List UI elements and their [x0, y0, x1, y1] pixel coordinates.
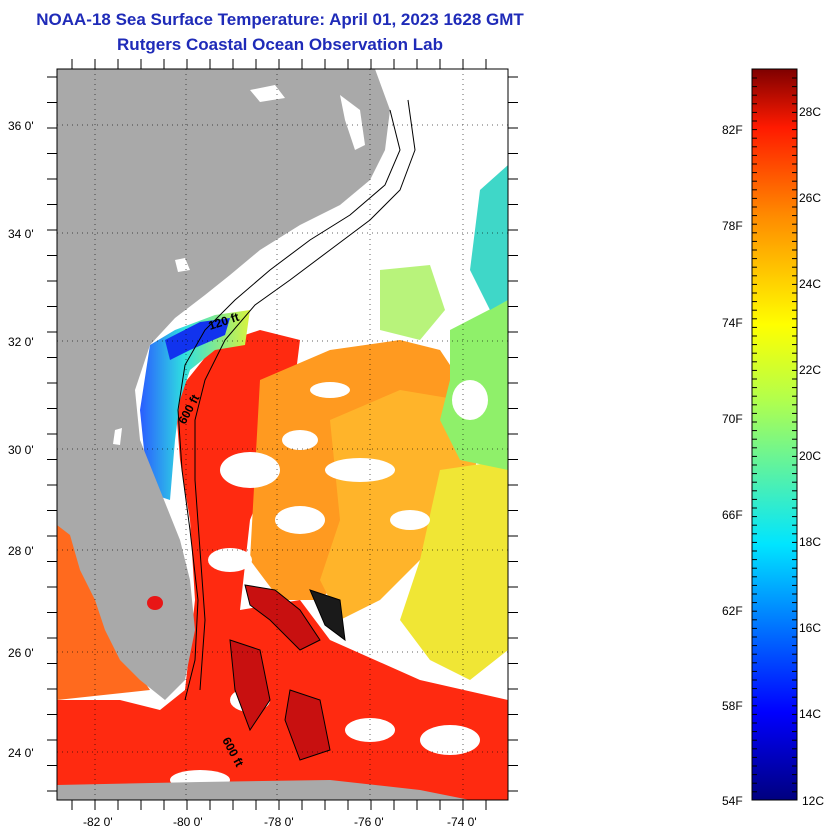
latitude-labels: 36 0' 34 0' 32 0' 30 0' 28 0' 26 0' 24 0… [8, 119, 34, 760]
shelf-cool-region [140, 310, 250, 500]
f-label: 78F [722, 219, 743, 233]
f-label: 74F [722, 316, 743, 330]
f-label: 58F [722, 699, 743, 713]
lat-label: 30 0' [8, 443, 34, 457]
lon-label: -74 0' [447, 815, 477, 829]
c-label: 20C [799, 449, 822, 463]
lat-label: 34 0' [8, 227, 34, 241]
f-label: 82F [722, 123, 743, 137]
c-label: 22C [799, 363, 822, 377]
f-label: 66F [722, 508, 743, 522]
longitude-labels: -82 0' -80 0' -78 0' -76 0' -74 0' [83, 815, 477, 829]
gulf-stream-region [57, 330, 508, 800]
lon-label: -82 0' [83, 815, 113, 829]
c-label: 26C [799, 191, 822, 205]
lat-label: 24 0' [8, 746, 34, 760]
isobath-contours [177, 99, 416, 701]
temperature-colorbar [751, 68, 798, 801]
bahamas-banks [229, 584, 346, 761]
lon-label: -76 0' [354, 815, 384, 829]
c-label: 18C [799, 535, 822, 549]
land-mass [57, 69, 390, 700]
c-label: 16C [799, 621, 822, 635]
lat-label: 36 0' [8, 119, 34, 133]
map-title: NOAA-18 Sea Surface Temperature: April 0… [36, 10, 524, 29]
c-label: 12C [802, 794, 825, 808]
lon-label: -78 0' [264, 815, 294, 829]
lat-label: 26 0' [8, 646, 34, 660]
lake-okeechobee [147, 596, 163, 610]
lon-label: -80 0' [173, 815, 203, 829]
f-label: 54F [722, 794, 743, 808]
c-label: 28C [799, 105, 822, 119]
f-label: 70F [722, 412, 743, 426]
c-label: 24C [799, 277, 822, 291]
c-label: 14C [799, 707, 822, 721]
map-subtitle: Rutgers Coastal Ocean Observation Lab [117, 35, 443, 54]
lat-label: 28 0' [8, 544, 34, 558]
lat-label: 32 0' [8, 335, 34, 349]
f-label: 62F [722, 604, 743, 618]
eastern-cool-region [400, 460, 508, 680]
